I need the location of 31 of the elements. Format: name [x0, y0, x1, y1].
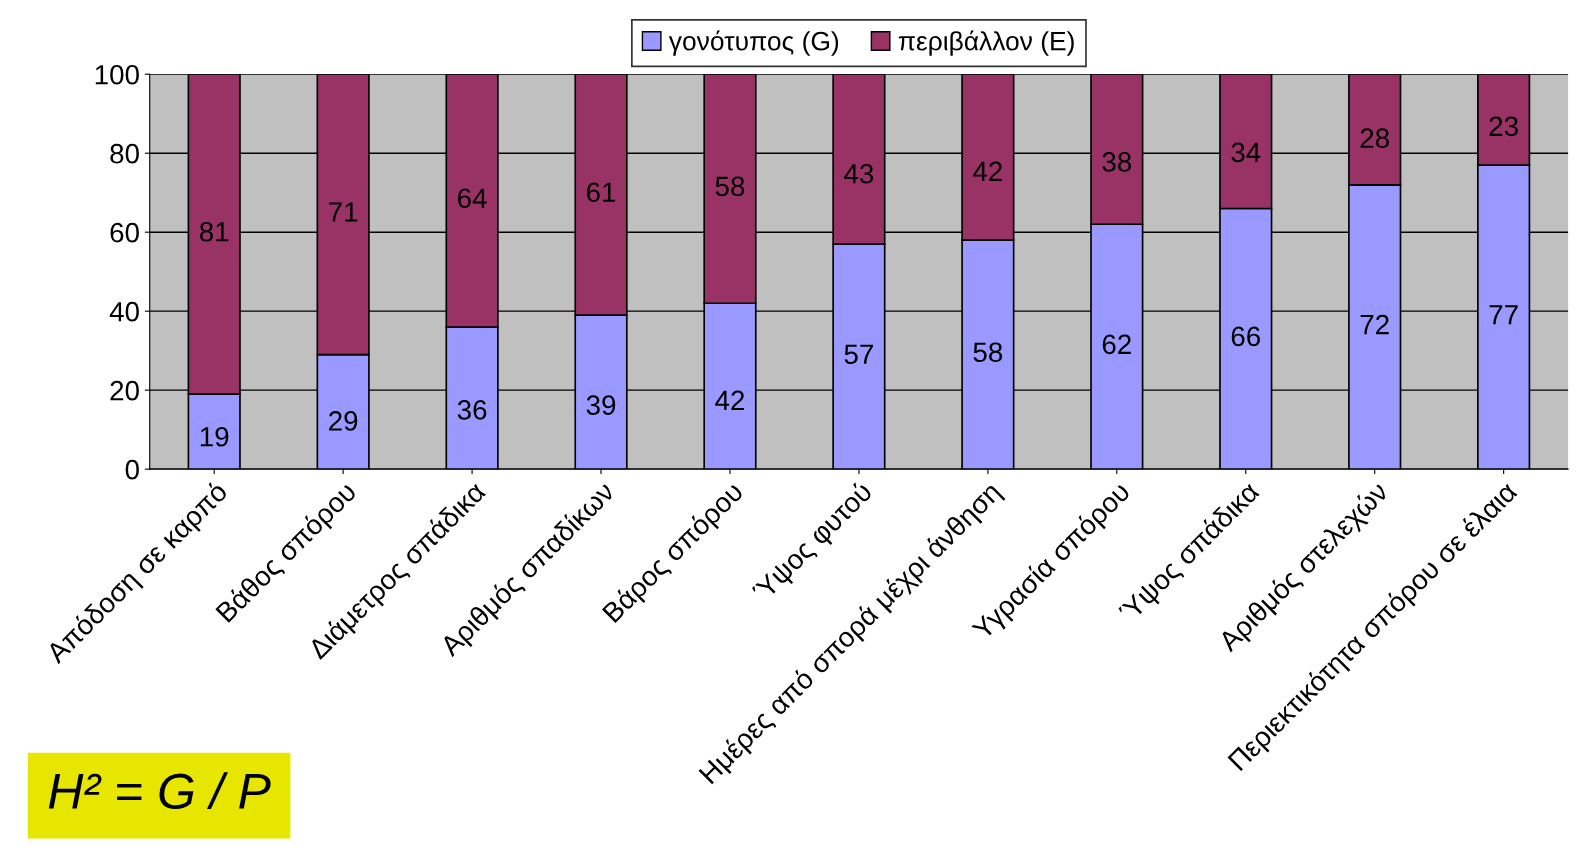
data-label: 66: [1231, 326, 1260, 347]
data-label: 34: [1231, 142, 1261, 163]
legend-label: γονότυπος (G): [668, 30, 839, 56]
data-label: 36: [457, 400, 487, 420]
y-tick-label: 80: [110, 143, 139, 164]
y-tick-label: 40: [109, 301, 139, 322]
data-label: 23: [1489, 116, 1518, 137]
data-label: 39: [586, 395, 616, 415]
data-label: 71: [329, 202, 358, 222]
y-tick-label: 0: [125, 459, 139, 480]
data-label: 62: [1102, 334, 1131, 355]
text: H² = G / P: [48, 772, 271, 809]
data-label: 64: [458, 188, 487, 209]
data-label: 38: [1102, 152, 1132, 172]
data-label: 61: [586, 182, 616, 203]
data-label: 42: [973, 161, 1002, 181]
legend-label: περιβάλλον (E): [898, 30, 1074, 56]
data-label: 29: [329, 411, 358, 431]
y-tick-label: 20: [110, 380, 139, 401]
data-label: 57: [844, 344, 873, 365]
data-label: 81: [199, 221, 229, 242]
data-label: 19: [200, 426, 229, 447]
data-label: 58: [973, 342, 1003, 363]
data-label: 43: [844, 163, 874, 184]
data-label: 42: [715, 390, 745, 410]
y-tick-label: 60: [110, 222, 139, 243]
data-label: 77: [1489, 305, 1518, 325]
data-label: 58: [715, 176, 745, 197]
data-label: 28: [1360, 128, 1389, 149]
data-label: 72: [1360, 314, 1389, 335]
y-tick-label: 100: [95, 64, 139, 85]
